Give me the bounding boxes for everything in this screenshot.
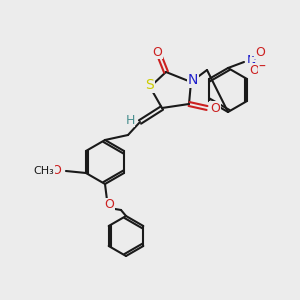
Text: N: N [247,55,256,68]
Text: –: – [259,60,266,74]
Text: O: O [249,64,259,76]
Text: S: S [146,78,154,92]
Text: +: + [250,52,258,62]
Text: N: N [188,73,198,87]
Text: O: O [104,199,114,212]
Text: O: O [210,101,220,115]
Text: H: H [125,113,135,127]
Text: O: O [255,46,265,59]
Text: CH₃: CH₃ [34,166,54,176]
Text: O: O [51,164,61,178]
Text: O: O [152,46,162,59]
